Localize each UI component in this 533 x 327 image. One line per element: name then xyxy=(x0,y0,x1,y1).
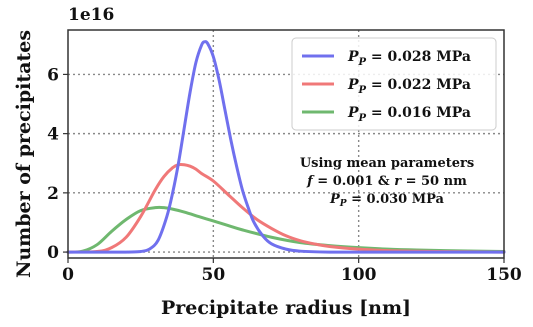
annotation-line: Using mean parameters xyxy=(300,156,474,171)
series-lines xyxy=(66,40,506,254)
y-tick-label: 4 xyxy=(47,125,59,145)
series-line xyxy=(66,40,506,254)
y-tick-label: 6 xyxy=(47,65,59,85)
annotation-line: f = 0.001 & r = 50 nm xyxy=(306,174,467,189)
series-line xyxy=(66,205,506,254)
axis-ticks: 0 50 100 150 0 2 4 6 xyxy=(47,65,522,285)
legend-entry: PP = 0.028 MPa xyxy=(347,49,471,68)
y-axis-label: Number of precipitates xyxy=(13,30,35,278)
annotation-line: PP = 0.030 MPa xyxy=(329,192,445,209)
y-offset-text: 1e16 xyxy=(68,5,114,25)
annotation-box: Using mean parameters f = 0.001 & r = 50 … xyxy=(300,156,474,209)
x-axis-label: Precipitate radius [nm] xyxy=(161,297,411,319)
x-tick-label: 0 xyxy=(62,265,74,285)
y-tick-label: 2 xyxy=(47,184,59,204)
series-line xyxy=(66,162,506,254)
x-tick-label: 100 xyxy=(341,265,377,285)
plot-frame xyxy=(67,29,505,259)
x-tick-label: 150 xyxy=(486,265,522,285)
legend: PP = 0.028 MPa PP = 0.022 MPa PP = 0.016 M… xyxy=(291,37,497,131)
legend-entry: PP = 0.016 MPa xyxy=(347,105,471,124)
y-tick-label: 0 xyxy=(47,243,59,263)
x-tick-label: 50 xyxy=(201,265,225,285)
legend-entry: PP = 0.022 MPa xyxy=(347,77,471,96)
legend-box xyxy=(291,37,497,131)
